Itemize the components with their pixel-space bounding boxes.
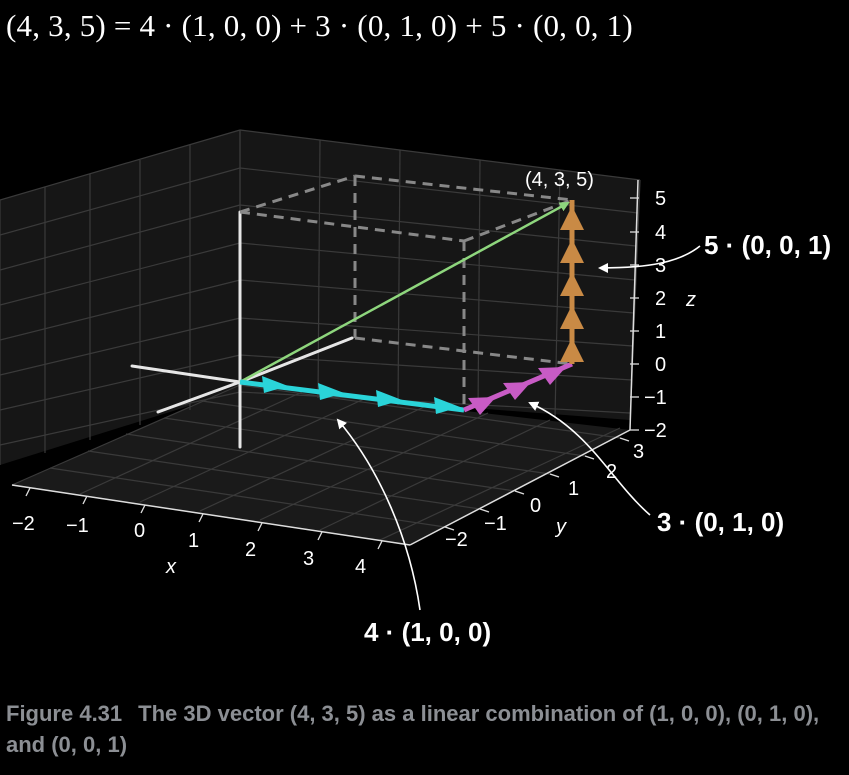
z-tick-label: 5 [655,188,666,210]
z-component-vectors [560,200,584,364]
axis-edges [11,179,639,546]
callout-y-component: 3 · (0, 1, 0) [657,507,784,537]
floor-pane [12,385,630,545]
point-label: (4, 3, 5) [525,169,594,191]
z-tick-label: 2 [655,288,666,310]
x-tick-label: 1 [188,530,199,552]
x-tick-label: 3 [303,548,314,570]
z-tick-label: 1 [655,321,666,343]
z-axis-label: z [685,289,696,311]
figure-number: Figure 4.31 [6,701,123,726]
y-tick-label: 0 [530,495,541,517]
dashed-box [239,174,573,410]
z-tick-label: −1 [644,387,667,409]
x-axis-ticks [25,487,383,550]
y-axis-label: y [554,516,567,538]
x-tick-label: 0 [134,520,145,542]
callout-z-component: 5 · (0, 0, 1) [704,230,831,260]
y-tick-label: −1 [484,513,507,535]
z-tick-label: 0 [655,354,666,376]
back-wall-grid [239,129,641,426]
z-tick-label: 4 [655,222,666,244]
y-tick-label: 3 [633,441,644,463]
callout-arrows [336,245,701,611]
x-tick-label: 4 [355,556,366,578]
callout-x-component: 4 · (1, 0, 0) [364,617,491,647]
y-component-vectors [463,361,573,415]
y-tick-label: −2 [445,529,468,551]
z-tick-label: 3 [655,255,666,277]
z-tick-label: −2 [644,420,667,442]
equation-header: (4, 3, 5) = 4 · (1, 0, 0) + 3 · (0, 1, 0… [6,8,633,43]
x-tick-label: 2 [245,539,256,561]
z-axis-ticks [630,197,639,431]
x-tick-label: −2 [12,513,35,535]
result-vector [239,201,570,384]
figure-caption: Figure 4.31 The 3D vector (4, 3, 5) as a … [6,698,836,760]
y-tick-label: 1 [568,478,579,500]
x-component-vectors [239,376,465,414]
figure-caption-text: The 3D vector (4, 3, 5) as a linear comb… [6,701,820,757]
x-axis-label: x [165,556,177,578]
x-tick-label: −1 [66,515,89,537]
vector-3d-plot: −2 −1 0 1 2 3 4 −2 −1 0 1 2 3 5 4 3 2 1 … [0,129,831,647]
origin-axes [130,210,354,449]
y-axis-ticks [444,437,630,531]
